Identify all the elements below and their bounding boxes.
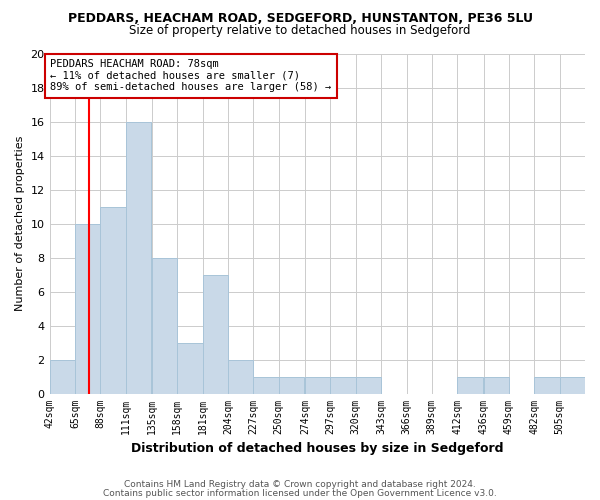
Bar (125, 122, 151, 394)
Bar (356, 376, 381, 394)
Text: PEDDARS HEACHAM ROAD: 78sqm
← 11% of detached houses are smaller (7)
89% of semi: PEDDARS HEACHAM ROAD: 78sqm ← 11% of det… (50, 59, 331, 92)
Bar (457, 376, 482, 394)
Bar (279, 376, 304, 394)
Bar (228, 360, 253, 394)
Bar (203, 274, 228, 394)
Y-axis label: Number of detached properties: Number of detached properties (15, 136, 25, 312)
Bar (50, 360, 75, 394)
Text: PEDDARS, HEACHAM ROAD, SEDGEFORD, HUNSTANTON, PE36 5LU: PEDDARS, HEACHAM ROAD, SEDGEFORD, HUNSTA… (67, 12, 533, 26)
Bar (253, 376, 279, 394)
Bar (560, 376, 585, 394)
X-axis label: Distribution of detached houses by size in Sedgeford: Distribution of detached houses by size … (131, 442, 503, 455)
Bar (331, 376, 356, 394)
Bar (535, 376, 560, 394)
Bar (178, 342, 203, 394)
Text: Size of property relative to detached houses in Sedgeford: Size of property relative to detached ho… (129, 24, 471, 37)
Bar (100, 207, 125, 394)
Bar (305, 376, 331, 394)
Text: Contains HM Land Registry data © Crown copyright and database right 2024.: Contains HM Land Registry data © Crown c… (124, 480, 476, 489)
Bar (75, 224, 100, 394)
Text: Contains public sector information licensed under the Open Government Licence v3: Contains public sector information licen… (103, 488, 497, 498)
Bar (484, 376, 509, 394)
Bar (152, 258, 178, 394)
